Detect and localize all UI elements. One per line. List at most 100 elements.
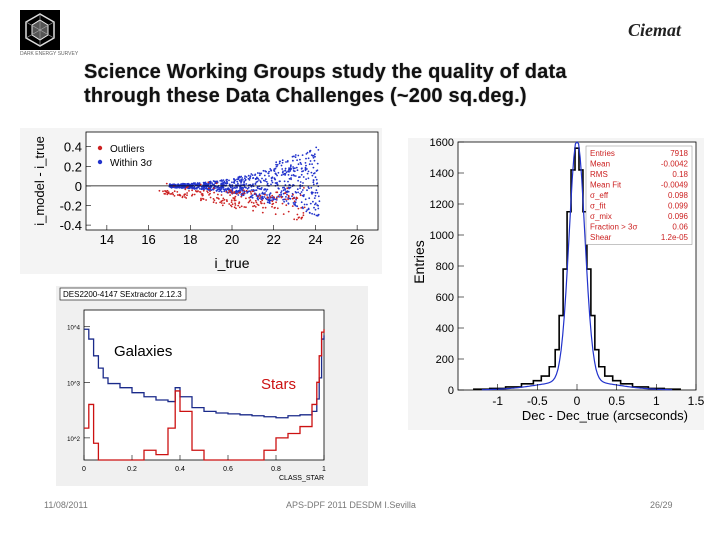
dec-stats-box: Entries 7918 Mean -0.0042 RMS 0.18 Mean Fit -0.… — [585, 145, 693, 245]
scatter-point-within — [240, 187, 243, 190]
scatter-point-within — [174, 186, 177, 188]
scatter-point-within — [288, 171, 290, 173]
scatter-point-within — [302, 182, 304, 184]
scatter-point-within — [240, 175, 243, 178]
scatter-point-within — [250, 196, 252, 199]
scatter-point-within — [278, 194, 281, 196]
scatter-point-outlier — [234, 195, 237, 198]
scatter-point-outlier — [256, 203, 259, 206]
scatter-point-outlier — [233, 199, 236, 202]
scatter-point-within — [305, 153, 308, 155]
scatter-point-outlier — [295, 196, 298, 199]
scatter-point-within — [247, 186, 250, 189]
scatter-point-within — [313, 172, 316, 174]
scatter-point-within — [248, 190, 250, 193]
scatter-point-within — [196, 184, 199, 186]
scatter-point-within — [233, 180, 236, 183]
scatter-point-outlier — [286, 187, 289, 190]
scatter-point-outlier — [209, 190, 211, 192]
dec-stat-value: 0.099 — [668, 202, 689, 211]
scatter-point-outlier — [297, 217, 300, 219]
scatter-point-within — [203, 181, 206, 184]
scatter-point-within — [202, 188, 204, 190]
scatter-ylabel: i_model - i_true — [32, 136, 47, 226]
scatter-point-within — [241, 177, 244, 179]
scatter-point-within — [263, 196, 266, 198]
scatter-point-within — [177, 183, 179, 186]
scatter-point-outlier — [172, 193, 175, 196]
scatter-point-outlier — [230, 199, 233, 202]
scatter-point-within — [266, 182, 269, 185]
scatter-point-within — [250, 189, 253, 191]
scatter-point-within — [240, 193, 243, 195]
scatter-point-within — [311, 212, 313, 215]
scatter-point-within — [225, 188, 227, 191]
scatter-point-within — [258, 193, 261, 195]
scatter-point-within — [309, 202, 312, 205]
scatter-point-within — [236, 190, 239, 193]
scatter-point-within — [231, 181, 233, 184]
dec-x-tick-label: 0 — [574, 394, 581, 408]
scatter-point-outlier — [193, 193, 196, 196]
scatter-point-within — [292, 166, 294, 168]
scatter-point-within — [261, 195, 264, 198]
scatter-point-within — [282, 170, 284, 173]
scatter-point-outlier — [231, 192, 234, 195]
scatter-point-within — [262, 169, 265, 172]
scatter-point-within — [281, 159, 284, 162]
classstar-title: DES2200-4147 SExtractor 2.12.3 — [63, 290, 182, 299]
scatter-y-tick-label: 0 — [75, 179, 82, 194]
footer-date: 11/08/2011 — [44, 500, 88, 510]
scatter-point-within — [278, 160, 281, 163]
scatter-point-outlier — [243, 206, 246, 208]
scatter-point-outlier — [275, 201, 277, 204]
scatter-point-outlier — [291, 205, 294, 207]
scatter-point-outlier — [252, 209, 255, 212]
scatter-point-within — [204, 183, 207, 186]
scatter-point-within — [238, 179, 241, 182]
scatter-point-outlier — [227, 191, 230, 194]
scatter-point-within — [267, 172, 270, 175]
dec-stat-label: σ_mix — [590, 212, 612, 221]
scatter-point-within — [257, 177, 259, 180]
scatter-point-within — [276, 165, 278, 168]
scatter-point-within — [280, 164, 283, 167]
scatter-point-within — [194, 183, 197, 186]
scatter-point-within — [210, 189, 213, 191]
scatter-point-outlier — [196, 190, 199, 193]
scatter-point-outlier — [231, 203, 234, 206]
scatter-point-within — [186, 183, 189, 185]
scatter-point-within — [301, 154, 304, 156]
scatter-point-outlier — [245, 206, 247, 209]
scatter-point-outlier — [212, 201, 215, 204]
scatter-point-outlier — [293, 218, 296, 221]
dec-stat-value: -0.0049 — [661, 181, 689, 190]
scatter-point-within — [312, 200, 314, 203]
scatter-point-within — [179, 183, 182, 186]
scatter-point-within — [316, 182, 319, 185]
classstar-x-tick-label: 0.2 — [127, 466, 137, 473]
scatter-point-outlier — [207, 181, 210, 184]
scatter-point-within — [271, 181, 274, 184]
scatter-point-within — [258, 174, 261, 177]
dec-y-tick-label: 200 — [436, 354, 454, 366]
scatter-xlabel: i_true — [214, 255, 249, 271]
scatter-point-outlier — [284, 198, 287, 201]
scatter-x-tick-label: 18 — [183, 232, 197, 247]
scatter-point-within — [181, 186, 184, 189]
scatter-point-within — [228, 179, 230, 182]
scatter-point-within — [285, 200, 288, 202]
scatter-point-within — [311, 163, 313, 165]
scatter-point-outlier — [191, 193, 194, 196]
scatter-point-outlier — [176, 191, 179, 193]
scatter-point-within — [292, 174, 295, 176]
scatter-point-outlier — [275, 197, 278, 200]
scatter-point-within — [269, 192, 272, 194]
scatter-point-within — [310, 186, 313, 189]
scatter-point-within — [239, 187, 242, 190]
scatter-point-within — [299, 161, 302, 164]
scatter-point-within — [268, 200, 271, 203]
scatter-point-within — [190, 182, 193, 185]
footer-page: 26/29 — [650, 500, 673, 510]
dec-stats-frame — [585, 145, 693, 245]
